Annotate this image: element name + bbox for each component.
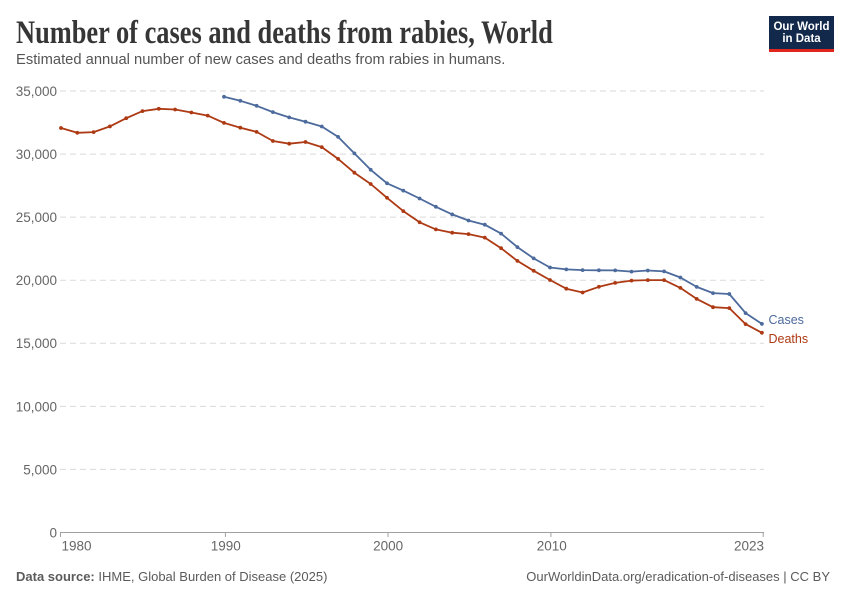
svg-text:1980: 1980 (62, 539, 92, 554)
svg-text:30,000: 30,000 (16, 147, 57, 162)
svg-text:0: 0 (49, 525, 57, 540)
svg-text:5,000: 5,000 (23, 462, 57, 477)
svg-text:Cases: Cases (769, 313, 804, 327)
svg-text:2010: 2010 (537, 539, 567, 554)
svg-text:20,000: 20,000 (16, 273, 57, 288)
svg-text:35,000: 35,000 (16, 84, 57, 99)
svg-text:2023: 2023 (734, 539, 764, 554)
svg-text:1990: 1990 (211, 539, 241, 554)
svg-text:Deaths: Deaths (769, 332, 809, 346)
svg-text:25,000: 25,000 (16, 210, 57, 225)
svg-text:2000: 2000 (373, 539, 403, 554)
svg-text:10,000: 10,000 (16, 399, 57, 414)
svg-text:15,000: 15,000 (16, 336, 57, 351)
